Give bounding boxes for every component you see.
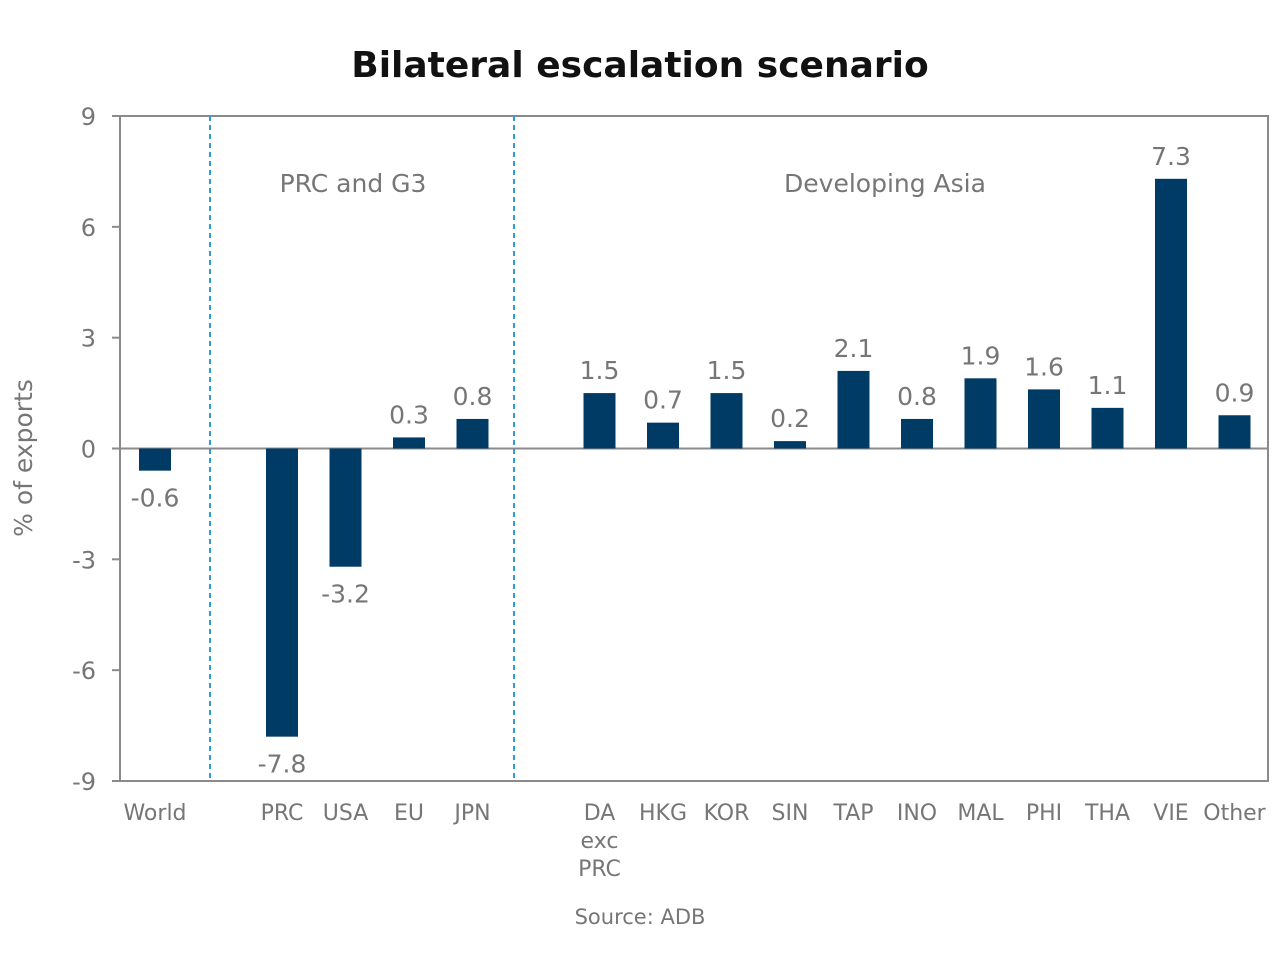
- group-label: PRC and G3: [280, 169, 427, 198]
- bar: [964, 378, 997, 449]
- y-tick-label: -9: [72, 768, 96, 796]
- data-label: -3.2: [321, 580, 370, 609]
- x-tick-label: INO: [897, 801, 937, 826]
- x-tick-label: PRC: [261, 801, 304, 826]
- y-tick-label: 6: [81, 214, 96, 242]
- x-tick-label: Other: [1203, 801, 1266, 826]
- bar: [1155, 178, 1187, 449]
- data-label: 0.7: [643, 386, 683, 415]
- x-tick-label: HKG: [639, 801, 687, 826]
- data-label: -7.8: [258, 750, 307, 779]
- bar: [583, 393, 616, 449]
- x-tick-label: exc: [581, 829, 619, 854]
- bar: [710, 393, 743, 449]
- data-label: 1.9: [961, 341, 1001, 370]
- chart-title: Bilateral escalation scenario: [351, 45, 928, 86]
- bar: [456, 418, 489, 449]
- x-tick-label: TAP: [832, 801, 873, 826]
- data-label: 1.1: [1088, 371, 1128, 400]
- x-tick-label: EU: [394, 801, 424, 826]
- y-axis-label: % of exports: [9, 379, 38, 537]
- source-note: Source: ADB: [575, 905, 706, 929]
- data-label: 2.1: [834, 334, 874, 363]
- y-tick-label: -3: [72, 546, 96, 574]
- data-label: 1.5: [580, 356, 620, 385]
- data-label: 7.3: [1151, 142, 1191, 171]
- x-tick-label: VIE: [1153, 801, 1188, 826]
- data-label: -0.6: [131, 484, 180, 513]
- y-tick-label: 0: [81, 436, 96, 464]
- bar: [1091, 407, 1124, 449]
- bar: [647, 422, 679, 449]
- bar: [1028, 389, 1060, 449]
- x-tick-label: THA: [1084, 801, 1130, 826]
- bar: [393, 437, 425, 449]
- y-tick-label: 3: [81, 325, 96, 353]
- data-label: 0.9: [1215, 378, 1255, 407]
- x-tick-label: USA: [323, 801, 369, 826]
- bar: [329, 448, 362, 567]
- bar: [1218, 415, 1251, 449]
- data-label: 1.6: [1024, 352, 1064, 381]
- bar: [266, 448, 298, 737]
- x-tick-label: KOR: [704, 801, 750, 826]
- x-tick-label: SIN: [772, 801, 809, 826]
- y-tick-label: 9: [81, 103, 96, 131]
- bar: [139, 448, 171, 471]
- x-tick-label: PHI: [1026, 801, 1062, 826]
- group-label: Developing Asia: [784, 169, 986, 198]
- data-label: 0.8: [453, 382, 493, 411]
- x-tick-label: World: [123, 801, 186, 826]
- x-tick-label: JPN: [452, 801, 490, 826]
- x-tick-label: MAL: [957, 801, 1004, 826]
- y-tick-label: -6: [72, 657, 96, 685]
- data-label: 0.3: [389, 400, 429, 429]
- data-label: 0.2: [770, 404, 810, 433]
- data-label: 0.8: [897, 382, 937, 411]
- bar: [837, 370, 870, 449]
- x-tick-label: DA: [584, 801, 616, 826]
- bar: [774, 441, 806, 449]
- data-label: 1.5: [707, 356, 747, 385]
- bar: [901, 418, 933, 449]
- x-tick-label: PRC: [578, 857, 621, 882]
